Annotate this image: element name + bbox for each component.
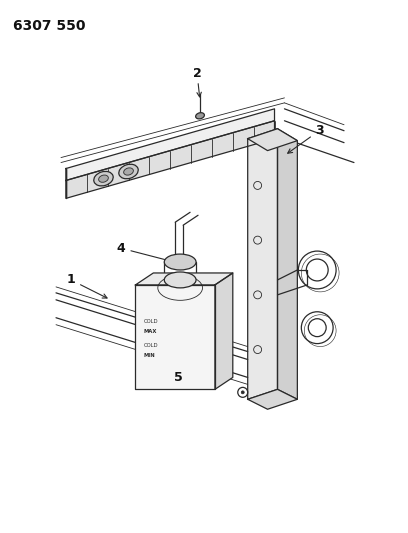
Text: MIN: MIN [144, 352, 155, 358]
Text: 1: 1 [67, 273, 75, 286]
Ellipse shape [94, 172, 113, 186]
Ellipse shape [196, 112, 204, 119]
Polygon shape [66, 121, 275, 198]
Polygon shape [135, 285, 215, 389]
Ellipse shape [119, 164, 138, 179]
Text: MAX: MAX [144, 329, 157, 334]
Text: COLD: COLD [144, 319, 158, 324]
Text: 2: 2 [193, 67, 202, 79]
Polygon shape [215, 273, 233, 389]
Polygon shape [277, 129, 297, 399]
Ellipse shape [124, 168, 133, 175]
Ellipse shape [164, 254, 196, 270]
Text: 6307 550: 6307 550 [13, 19, 86, 33]
Polygon shape [248, 129, 297, 151]
Text: 4: 4 [116, 241, 125, 255]
Polygon shape [135, 273, 233, 285]
Text: 3: 3 [315, 124, 324, 137]
Polygon shape [248, 129, 277, 399]
Polygon shape [66, 109, 275, 181]
Ellipse shape [99, 175, 109, 182]
Text: COLD: COLD [144, 343, 158, 348]
Text: 5: 5 [174, 371, 182, 384]
Polygon shape [248, 389, 297, 409]
Ellipse shape [164, 272, 196, 288]
Ellipse shape [241, 391, 244, 394]
